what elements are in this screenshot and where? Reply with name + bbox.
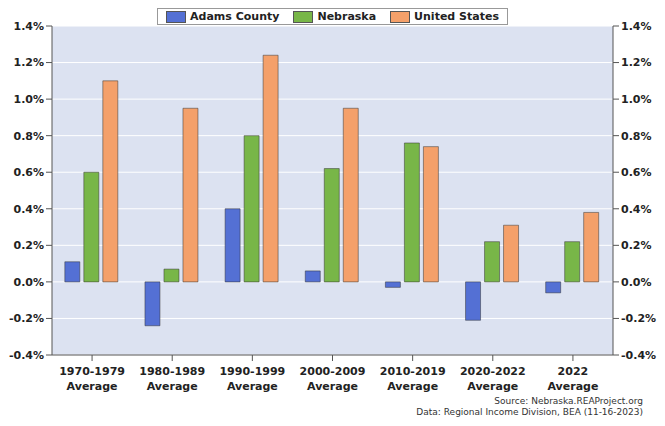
svg-text:2000-2009Average: 2000-2009Average [300, 365, 366, 393]
svg-text:0.4%: 0.4% [13, 203, 44, 216]
svg-text:-0.4%: -0.4% [621, 349, 656, 362]
svg-text:0.8%: 0.8% [621, 130, 652, 143]
svg-text:2010-2019Average: 2010-2019Average [380, 365, 446, 393]
svg-text:1.2%: 1.2% [621, 56, 652, 69]
svg-text:-0.2%: -0.2% [621, 312, 656, 325]
svg-text:1.2%: 1.2% [13, 56, 44, 69]
svg-text:1990-1999Average: 1990-1999Average [219, 365, 285, 393]
svg-text:1.4%: 1.4% [13, 20, 44, 33]
html-text:Nebraska: Nebraska [317, 10, 377, 23]
svg-text:0.6%: 0.6% [13, 166, 44, 179]
html-text:Source: Nebraska.REAProject.or: Source: Nebraska.REAProject.org [494, 396, 643, 406]
svg-text:1.4%: 1.4% [621, 20, 652, 33]
html-text:Adams County: Adams County [190, 10, 280, 23]
svg-text:1.0%: 1.0% [13, 93, 44, 106]
svg-text:0.2%: 0.2% [621, 239, 652, 252]
svg-text:-0.4%: -0.4% [9, 349, 44, 362]
svg-text:2020-2022Average: 2020-2022Average [460, 365, 526, 393]
svg-text:0.8%: 0.8% [13, 130, 44, 143]
svg-text:1970-1979Average: 1970-1979Average [59, 365, 125, 393]
html-text:United States: United States [414, 10, 499, 23]
svg-text:0.6%: 0.6% [621, 166, 652, 179]
svg-text:0.4%: 0.4% [621, 203, 652, 216]
svg-text:0.0%: 0.0% [621, 276, 652, 289]
svg-text:1.0%: 1.0% [621, 93, 652, 106]
svg-text:0.2%: 0.2% [13, 239, 44, 252]
svg-text:1980-1989Average: 1980-1989Average [139, 365, 205, 393]
svg-text:-0.2%: -0.2% [9, 312, 44, 325]
svg-text:2022Average: 2022Average [547, 365, 598, 393]
svg-text:0.0%: 0.0% [13, 276, 44, 289]
html-text:Data: Regional Income Division: Data: Regional Income Division, BEA (11-… [416, 407, 643, 417]
